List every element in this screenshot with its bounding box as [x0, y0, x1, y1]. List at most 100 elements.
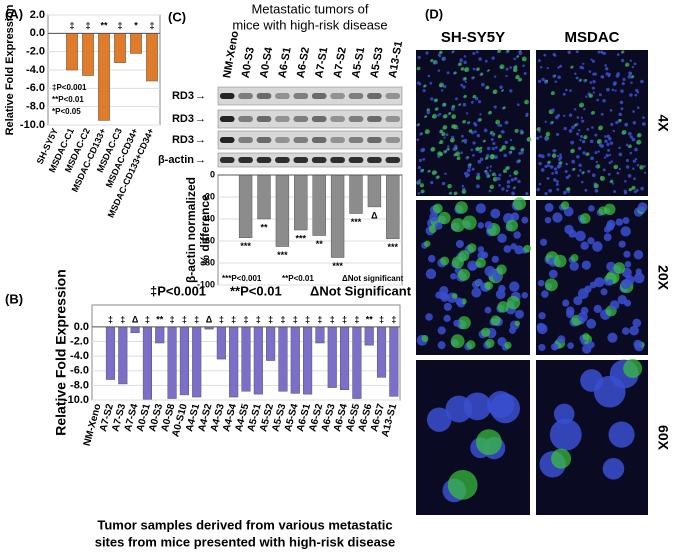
stain [484, 281, 493, 290]
nucleus [586, 318, 597, 329]
nucleus [605, 87, 610, 92]
bar [179, 326, 189, 396]
stain [583, 135, 588, 140]
nucleus [592, 91, 595, 94]
blot-band [275, 157, 290, 163]
nucleus [484, 306, 492, 314]
stain [610, 179, 614, 183]
significance-marker: ‡ [256, 314, 261, 324]
nucleus [437, 69, 441, 72]
nucleus [624, 299, 632, 307]
nucleus [563, 190, 567, 195]
stain [560, 201, 570, 210]
stain [524, 99, 529, 105]
significance-marker: ‡ [342, 314, 347, 324]
nucleus [640, 186, 644, 191]
y-tick-label: -4.0 [26, 64, 45, 76]
nucleus [576, 154, 580, 159]
nucleus [565, 162, 568, 166]
y-tick-label: -4.0 [70, 350, 89, 362]
bar [253, 326, 263, 395]
nucleus [544, 216, 552, 224]
significance-marker: Δ [206, 314, 213, 324]
nucleus [615, 121, 619, 125]
nucleus [553, 167, 558, 171]
nucleus [594, 151, 598, 155]
nucleus [590, 58, 593, 61]
blot-arrow: → [195, 113, 206, 125]
nucleus [475, 50, 479, 54]
nucleus [629, 59, 632, 62]
nucleus [477, 100, 482, 104]
nucleus [441, 181, 446, 186]
stain [451, 124, 456, 129]
nucleus [478, 57, 482, 61]
nucleus [557, 75, 561, 79]
stain [463, 94, 467, 98]
nucleus [629, 151, 633, 155]
nucleus [418, 82, 422, 86]
blot-band [256, 116, 272, 122]
significance-marker: ‡ [293, 314, 298, 324]
stain [462, 119, 467, 124]
nucleus [494, 173, 497, 177]
stain [570, 65, 574, 69]
significance-marker: ‡ [117, 21, 122, 31]
nucleus [429, 81, 433, 85]
blot-band [293, 93, 309, 99]
nucleus [437, 114, 440, 117]
stain [468, 163, 472, 166]
blot-band [330, 116, 345, 122]
nucleus [476, 172, 481, 177]
nucleus [491, 56, 495, 60]
legend-entry: *P<0.05 [52, 107, 81, 116]
nucleus [632, 167, 635, 170]
stain [421, 168, 425, 172]
nucleus [501, 187, 505, 191]
stain [509, 150, 513, 154]
nucleus [536, 187, 540, 192]
nucleus [479, 113, 482, 116]
stain [447, 147, 450, 151]
nucleus [538, 153, 542, 158]
nucleus [559, 64, 563, 68]
stain [472, 76, 475, 79]
nucleus [484, 221, 493, 230]
bar [330, 174, 345, 258]
stain [499, 64, 505, 70]
nucleus [539, 135, 543, 139]
nucleus [518, 51, 523, 56]
significance-marker: ‡ [354, 314, 359, 324]
stain [579, 78, 583, 82]
nucleus [605, 72, 609, 76]
nucleus [606, 142, 610, 147]
nucleus [576, 132, 580, 136]
nucleus [504, 140, 508, 144]
nucleus [641, 122, 646, 126]
nucleus [440, 292, 449, 300]
nucleus [618, 240, 626, 248]
nucleus [479, 157, 484, 162]
stain [480, 72, 484, 76]
nucleus [607, 173, 611, 176]
stain [432, 113, 437, 119]
nucleus [622, 77, 626, 81]
stain [441, 131, 446, 136]
nucleus [602, 168, 606, 172]
nucleus [483, 128, 488, 133]
nucleus [537, 323, 548, 335]
nucleus [569, 89, 572, 93]
nucleus [437, 341, 446, 350]
nucleus [627, 131, 632, 136]
blot-arrow: → [195, 154, 206, 166]
bar [352, 326, 362, 399]
nucleus [594, 133, 598, 137]
stain [439, 129, 444, 134]
nucleus [541, 290, 549, 298]
stain [496, 264, 507, 275]
nucleus [573, 296, 583, 306]
stain [579, 102, 585, 108]
stain [468, 129, 473, 133]
stain [451, 114, 457, 119]
nucleus [552, 52, 556, 57]
